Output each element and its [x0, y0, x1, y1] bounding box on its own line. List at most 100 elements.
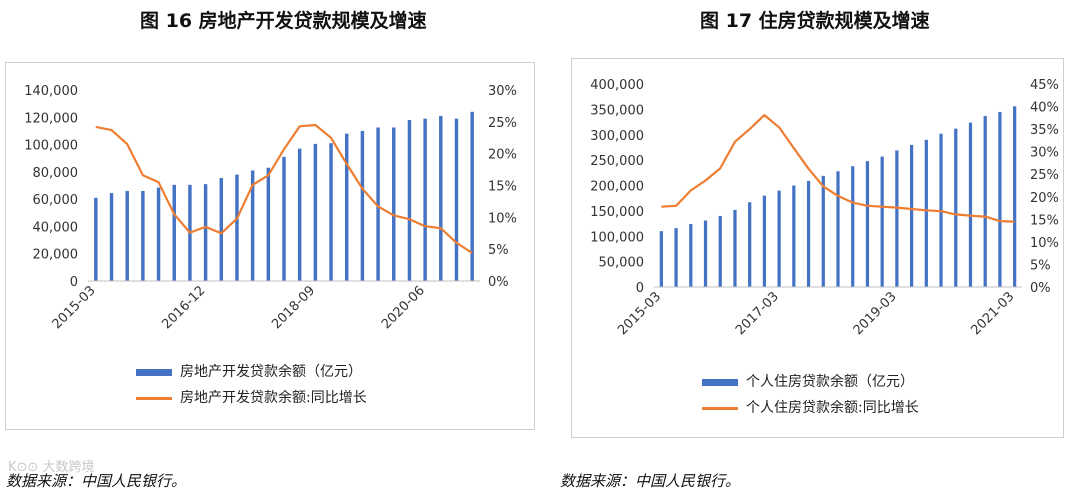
bar — [674, 228, 678, 287]
chart-title-left: 图 16 房地产开发贷款规模及增速 — [140, 10, 427, 32]
growth-line — [95, 123, 473, 254]
y-left-tick-label: 150,000 — [590, 205, 644, 220]
legend-swatch-line — [702, 407, 738, 410]
y-left-tick-label: 0 — [636, 281, 644, 296]
legend-swatch-line — [136, 397, 172, 400]
bar — [1013, 106, 1017, 287]
x-tick-label: 2018-09 — [269, 283, 318, 332]
bar — [235, 174, 239, 281]
y-left-tick-label: 80,000 — [33, 166, 79, 181]
bar — [983, 115, 987, 287]
y-right-tick-label: 0% — [488, 275, 509, 290]
y-left-tick-label: 50,000 — [599, 256, 645, 271]
y-left-tick-label: 300,000 — [590, 129, 644, 144]
legend-right: 个人住房贷款余额（亿元） 个人住房贷款余额:同比增长 — [702, 369, 1002, 421]
bar — [297, 148, 302, 281]
y-right-tick-label: 10% — [1030, 236, 1059, 251]
bar — [865, 161, 870, 287]
source-note-left: 数据来源：中国人民银行。 — [6, 472, 187, 490]
bar — [344, 133, 349, 281]
legend-item-line: 个人住房贷款余额:同比增长 — [702, 395, 1002, 421]
y-left-tick-label: 40,000 — [33, 220, 79, 235]
y-right-tick-label: 25% — [488, 116, 517, 131]
y-left-tick-label: 120,000 — [24, 111, 78, 126]
bar — [762, 195, 767, 287]
bar — [141, 190, 145, 281]
x-tick-label: 2016-12 — [159, 283, 208, 332]
bar — [689, 224, 693, 287]
y-left-tick-label: 350,000 — [590, 103, 644, 118]
y-left-tick-label: 140,000 — [24, 84, 78, 99]
legend-label: 个人住房贷款余额:同比增长 — [746, 400, 919, 416]
bar — [998, 111, 1002, 287]
x-tick-label: 2019-03 — [851, 289, 900, 338]
bar — [329, 143, 333, 281]
chart-title-right: 图 17 住房贷款规模及增速 — [700, 10, 930, 32]
y-left-tick-label: 200,000 — [590, 180, 644, 195]
y-right-tick-label: 30% — [488, 84, 517, 99]
legend-item-line: 房地产开发贷款余额:同比增长 — [136, 385, 436, 411]
bar — [250, 170, 255, 281]
bar — [924, 139, 928, 287]
bar — [94, 197, 98, 281]
bar — [968, 122, 973, 287]
legend-label: 房地产开发贷款余额（亿元） — [180, 364, 362, 380]
y-left-tick-label: 60,000 — [33, 193, 79, 208]
y-right-tick-label: 45% — [1030, 78, 1059, 93]
y-left-tick-label: 250,000 — [590, 154, 644, 169]
y-right-tick-label: 20% — [488, 148, 517, 163]
y-right-tick-label: 35% — [1030, 123, 1059, 138]
chart-plot-left: 0 20,000 40,000 60,000 80,000 100,000 120,000 1… — [24, 84, 517, 332]
bar — [172, 184, 176, 281]
y-right-tick-label: 5% — [1030, 258, 1051, 273]
bar — [806, 180, 811, 287]
y-left-tick-label: 400,000 — [590, 78, 644, 93]
bar — [880, 156, 884, 287]
bar — [792, 185, 796, 287]
y-right-tick-label: 40% — [1030, 101, 1059, 116]
bar — [470, 111, 474, 281]
bar — [909, 144, 914, 287]
bar — [266, 167, 271, 281]
bar — [282, 156, 286, 281]
y-left-tick-label: 100,000 — [24, 139, 78, 154]
source-note-right: 数据来源：中国人民银行。 — [560, 472, 741, 490]
bar — [407, 120, 412, 281]
bar — [360, 130, 365, 281]
watermark: K⊙⊙ 大数跨境 — [8, 460, 95, 475]
y-left-tick-label: 100,000 — [590, 230, 644, 245]
bar — [423, 118, 427, 282]
legend-label: 个人住房贷款余额（亿元） — [746, 374, 914, 390]
bar — [836, 171, 840, 287]
y-right-tick-label: 0% — [1030, 281, 1051, 296]
legend-label: 房地产开发贷款余额:同比增长 — [180, 390, 367, 406]
bar — [851, 166, 855, 287]
bar — [439, 115, 443, 281]
x-tick-label: 2021-03 — [968, 289, 1017, 338]
x-tick-label: 2015-03 — [615, 289, 664, 338]
legend-swatch-bar — [136, 369, 172, 376]
bar — [777, 190, 781, 287]
growth-line — [661, 113, 1015, 223]
bar — [895, 150, 899, 287]
bar — [109, 193, 114, 281]
bar — [454, 118, 459, 282]
bar — [219, 177, 224, 281]
y-left-tick-label: 0 — [70, 275, 78, 290]
chart-plot-right: 0 50,000 100,000 150,000 200,000 250,000 300,0… — [590, 78, 1059, 338]
bar — [392, 127, 396, 282]
legend-left: 房地产开发贷款余额（亿元） 房地产开发贷款余额:同比增长 — [136, 359, 436, 411]
y-right-tick-label: 20% — [1030, 191, 1059, 206]
bar — [954, 128, 958, 287]
y-right-tick-label: 5% — [488, 243, 509, 258]
bar — [748, 202, 752, 287]
x-tick-label: 2015-03 — [50, 283, 99, 332]
legend-item-bar: 房地产开发贷款余额（亿元） — [136, 359, 436, 385]
bar — [203, 184, 208, 281]
bar — [718, 215, 722, 287]
y-right-tick-label: 25% — [1030, 168, 1059, 183]
y-right-tick-label: 10% — [488, 211, 517, 226]
y-right-tick-label: 15% — [488, 180, 517, 195]
bar — [821, 175, 825, 287]
x-tick-label: 2020-06 — [379, 283, 428, 332]
